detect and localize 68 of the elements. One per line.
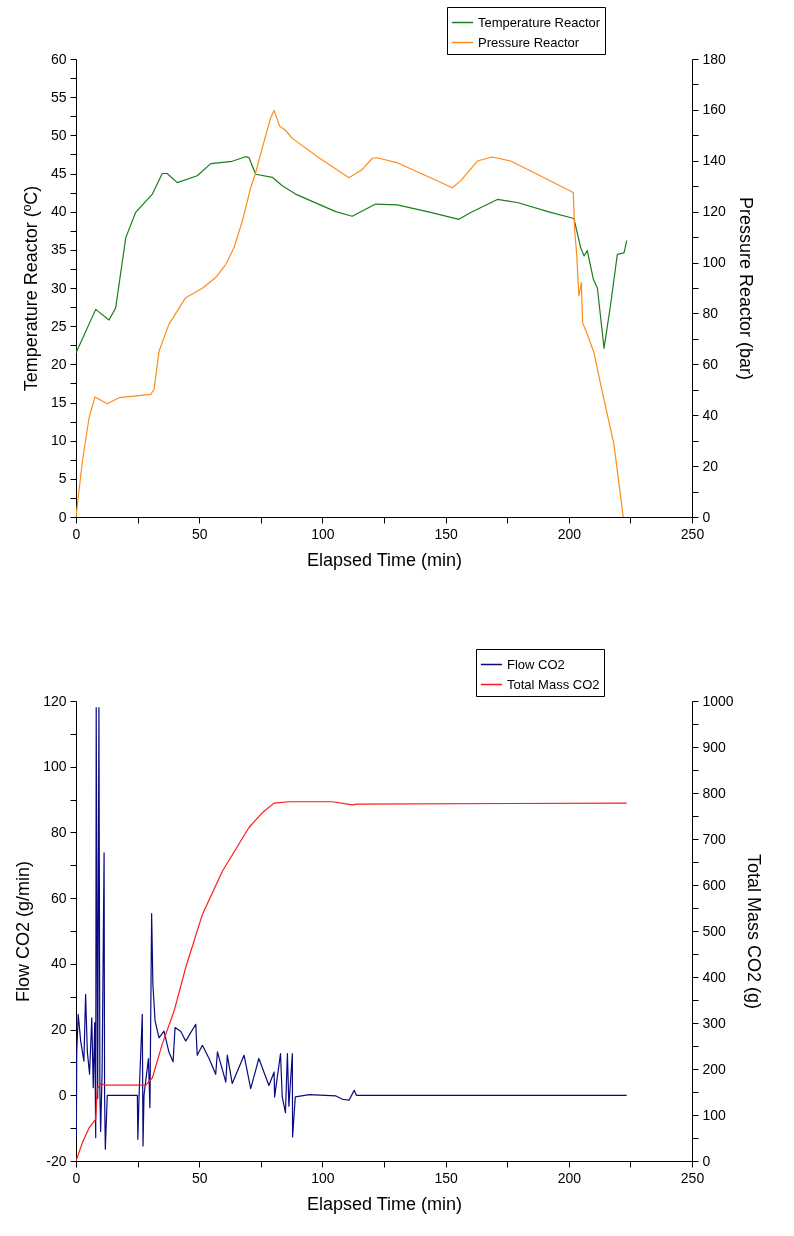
x-tick-label: 50 — [191, 525, 208, 542]
y-tick-label: 80 — [50, 823, 67, 840]
y-tick-label: -20 — [46, 1152, 67, 1169]
y-tick-label: 40 — [50, 203, 67, 220]
y-tick-label: 25 — [50, 317, 67, 334]
y-tick-label: 50 — [50, 126, 67, 143]
x-tick-label: 0 — [72, 1169, 81, 1186]
x-axis-title: Elapsed Time (min) — [306, 1193, 463, 1214]
x-tick-label: 250 — [680, 1169, 705, 1186]
legend-label: Flow CO2 — [507, 656, 565, 672]
y2-tick-label: 120 — [702, 203, 727, 220]
legend-label: Pressure Reactor — [478, 34, 580, 50]
x-axis-title: Elapsed Time (min) — [306, 549, 463, 570]
y2-tick-label: 1000 — [702, 692, 734, 709]
y-tick-label: 20 — [50, 1021, 67, 1038]
y2-tick-label: 140 — [702, 152, 727, 169]
y2-tick-label: 400 — [702, 968, 727, 985]
y2-tick-label: 200 — [702, 1060, 727, 1077]
y-tick-label: 55 — [50, 88, 67, 105]
y2-tick-label: 800 — [702, 784, 727, 801]
x-tick-label: 100 — [311, 525, 335, 542]
x-tick-label: 150 — [434, 1169, 458, 1186]
y-tick-label: 20 — [50, 355, 67, 372]
y2-axis-title: Pressure Reactor (bar) — [735, 196, 756, 381]
line-series — [76, 156, 628, 354]
y2-tick-label: 40 — [702, 406, 719, 423]
y-tick-label: 45 — [50, 165, 67, 181]
y2-tick-label: 160 — [702, 101, 727, 118]
y2-tick-label: 600 — [702, 876, 727, 893]
y-tick-label: 5 — [58, 470, 67, 487]
x-tick-label: 250 — [680, 525, 705, 542]
y-tick-label: 60 — [50, 889, 67, 906]
y2-tick-label: 100 — [702, 254, 727, 271]
y-tick-label: 60 — [50, 50, 67, 67]
y2-tick-label: 700 — [702, 830, 727, 847]
y2-tick-label: 300 — [702, 1014, 727, 1031]
y-tick-label: 120 — [43, 692, 67, 709]
y-tick-label: 100 — [43, 758, 67, 775]
x-tick-label: 100 — [311, 1169, 335, 1186]
x-tick-label: 200 — [557, 1169, 582, 1186]
y2-tick-label: 500 — [702, 922, 727, 939]
y2-tick-label: 60 — [702, 355, 719, 372]
y-axis-title: Temperature Reactor (ºC) — [20, 185, 41, 392]
y2-tick-label: 20 — [702, 457, 719, 474]
line-series — [76, 801, 628, 1161]
y-tick-label: 30 — [50, 279, 67, 296]
y2-tick-label: 80 — [702, 304, 719, 321]
x-tick-label: 150 — [434, 525, 458, 542]
y2-axis-title: Total Mass CO2 (g) — [743, 853, 764, 1010]
x-tick-label: 0 — [72, 525, 81, 542]
line-series — [76, 706, 628, 1150]
y2-tick-label: 0 — [702, 1152, 711, 1169]
legend-label: Total Mass CO2 — [507, 676, 600, 692]
y2-tick-label: 900 — [702, 738, 727, 755]
x-tick-label: 200 — [557, 525, 582, 542]
y-tick-label: 0 — [58, 1086, 67, 1103]
y2-tick-label: 100 — [702, 1106, 727, 1123]
y-tick-label: 10 — [50, 432, 67, 449]
y-tick-label: 35 — [50, 241, 67, 258]
y-tick-label: 15 — [50, 394, 67, 410]
y-axis-title: Flow CO2 (g/min) — [13, 860, 34, 1003]
y-tick-label: 40 — [50, 955, 67, 972]
x-tick-label: 50 — [191, 1169, 208, 1186]
y2-tick-label: 0 — [702, 508, 711, 525]
line-series — [76, 109, 624, 517]
y2-tick-label: 180 — [702, 50, 727, 67]
legend-label: Temperature Reactor — [478, 14, 601, 30]
y-tick-label: 0 — [58, 508, 67, 525]
